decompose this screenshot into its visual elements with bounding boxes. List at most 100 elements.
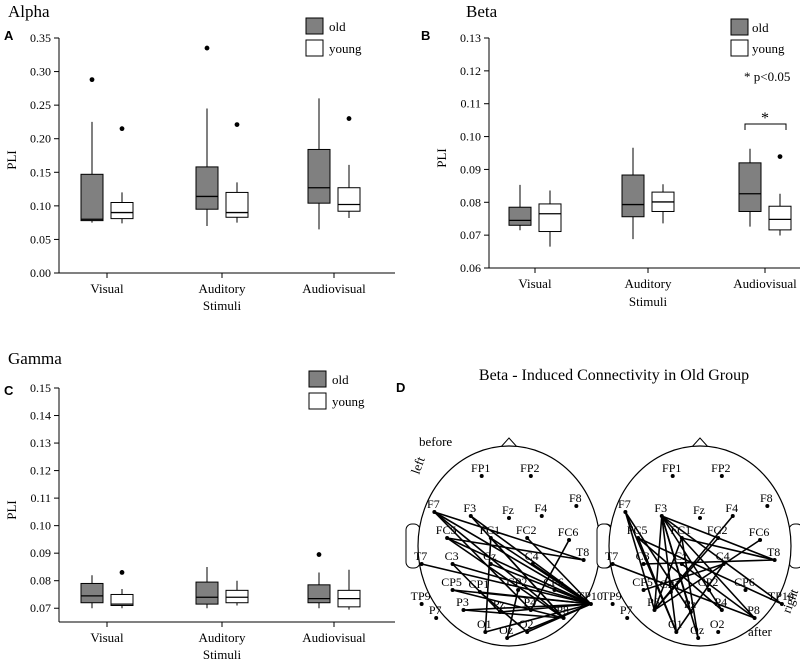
box-old-auditory xyxy=(195,566,219,609)
box-young-auditory xyxy=(651,184,675,224)
electrode-dot xyxy=(668,590,673,594)
connection-line xyxy=(653,537,683,611)
electrode-dot xyxy=(488,536,493,540)
panel-letter-b: B xyxy=(421,28,430,43)
y-tick-label: 0.30 xyxy=(30,65,51,79)
electrode-label: F7 xyxy=(618,497,631,511)
electrode-dot xyxy=(588,602,593,606)
x-tick-label: Audiovisual xyxy=(302,281,366,296)
panel-c-gamma: C Gamma PLI Stimuli 0.07 0.08 0.09 0.10 0.11… xyxy=(4,349,395,662)
panel-d-connectivity: D Beta - Induced Connectivity in Old Gro… xyxy=(396,367,800,647)
electrode-dot xyxy=(743,588,748,592)
electrode-label: FC1 xyxy=(479,523,500,537)
electrode-label: TP9 xyxy=(411,589,431,603)
box-iqr xyxy=(307,584,331,604)
box-young-visual xyxy=(538,190,562,247)
legend-label-young: young xyxy=(332,394,365,409)
x-tick-label: Visual xyxy=(90,281,124,296)
electrode-dot xyxy=(719,608,724,612)
electrode-dot xyxy=(641,562,646,566)
y-tick-label: 0.15 xyxy=(30,381,51,395)
electrode-dot xyxy=(641,588,646,592)
electrode-label: TP10 xyxy=(577,589,603,603)
y-tick-label: 0.08 xyxy=(30,574,51,588)
box-iqr xyxy=(738,162,762,212)
electrode-dot xyxy=(721,562,726,566)
legend-label-young: young xyxy=(329,41,362,56)
electrode-dot xyxy=(674,630,679,634)
label-before: before xyxy=(419,434,452,449)
box-old-audiovisual xyxy=(307,552,331,609)
head-before: FP1 FP2 F7 F3 Fz F4 F8 FC5 FC1 FC2 FC6 T7 C3 Cz C4 T8 CP… xyxy=(405,437,613,647)
legend-swatch-old xyxy=(308,370,327,388)
panel-title-alpha: Alpha xyxy=(8,2,50,21)
box-old-auditory xyxy=(195,45,219,226)
box-young-audiovisual xyxy=(337,569,361,610)
significance-marker: * xyxy=(761,110,769,127)
x-axis-categories: Visual Auditory Audiovisual xyxy=(518,268,797,291)
connection-line xyxy=(661,515,756,619)
y-tick-label: 0.07 xyxy=(460,228,481,242)
connection-line xyxy=(637,537,678,633)
electrode-dot xyxy=(432,510,437,514)
box-iqr xyxy=(80,582,104,604)
electrode-label: F4 xyxy=(534,501,547,515)
electrode-dot xyxy=(483,630,488,634)
electrode-label: T7 xyxy=(414,549,427,563)
box-iqr xyxy=(538,203,562,233)
electrode-dot xyxy=(525,536,530,540)
connection-line xyxy=(452,589,564,619)
legend-swatch-young xyxy=(308,392,327,410)
connection-line xyxy=(484,537,492,633)
y-axis-ticks: 0.07 0.08 0.09 0.10 0.11 0.12 0.13 0.14 0.15 xyxy=(30,381,59,615)
connection-line xyxy=(530,539,570,611)
electrode-label: P8 xyxy=(556,603,569,617)
electrode-dot xyxy=(516,588,521,592)
electrode-dot xyxy=(528,608,533,612)
electrode-label: Cz xyxy=(674,549,687,563)
box-iqr xyxy=(195,581,219,605)
connection-line xyxy=(499,603,591,613)
electrode-dot xyxy=(507,516,511,520)
electrode-dot xyxy=(716,536,721,540)
electrode-dot xyxy=(772,558,777,562)
electrode-label: F3 xyxy=(654,501,667,515)
x-tick-label: Audiovisual xyxy=(733,276,797,291)
electrode-dot xyxy=(765,504,770,508)
significance-note: * p<0.05 xyxy=(744,69,790,84)
legend: old young xyxy=(730,18,785,57)
electrode-label: CP6 xyxy=(734,575,755,589)
connection-line xyxy=(661,515,783,605)
outlier-point xyxy=(204,45,210,51)
connection-line xyxy=(654,539,761,611)
y-tick-label: 0.05 xyxy=(30,232,51,246)
electrode-dot xyxy=(719,474,724,478)
electrode-label: P3 xyxy=(456,595,469,609)
connections xyxy=(612,511,783,639)
panel-letter-a: A xyxy=(4,28,14,43)
outlier-point xyxy=(234,122,240,128)
electrode-label: FP2 xyxy=(520,461,539,475)
electrode-label: P7 xyxy=(429,603,442,617)
box-old-visual xyxy=(80,77,104,223)
electrode-label: FP1 xyxy=(662,461,681,475)
connection-line xyxy=(433,511,565,619)
electrode-label: P7 xyxy=(620,603,633,617)
electrode-dot xyxy=(574,504,579,508)
electrode-dot xyxy=(670,474,675,478)
box-iqr xyxy=(768,205,792,231)
box-old-visual xyxy=(508,184,532,231)
box-plots xyxy=(80,552,361,610)
connection-line xyxy=(526,537,592,605)
electrode-label: CP6 xyxy=(543,575,564,589)
legend-swatch-old xyxy=(730,18,749,36)
electrode-label: P4 xyxy=(523,595,536,609)
nose-icon xyxy=(690,437,710,449)
y-tick-label: 0.35 xyxy=(30,31,51,45)
electrode-dot xyxy=(505,636,510,640)
electrode-label: CP5 xyxy=(632,575,653,589)
electrode-dot xyxy=(450,588,455,592)
electrode-label: Pz xyxy=(493,597,505,611)
y-tick-label: 0.10 xyxy=(30,199,51,213)
electrode-dot xyxy=(679,562,684,566)
